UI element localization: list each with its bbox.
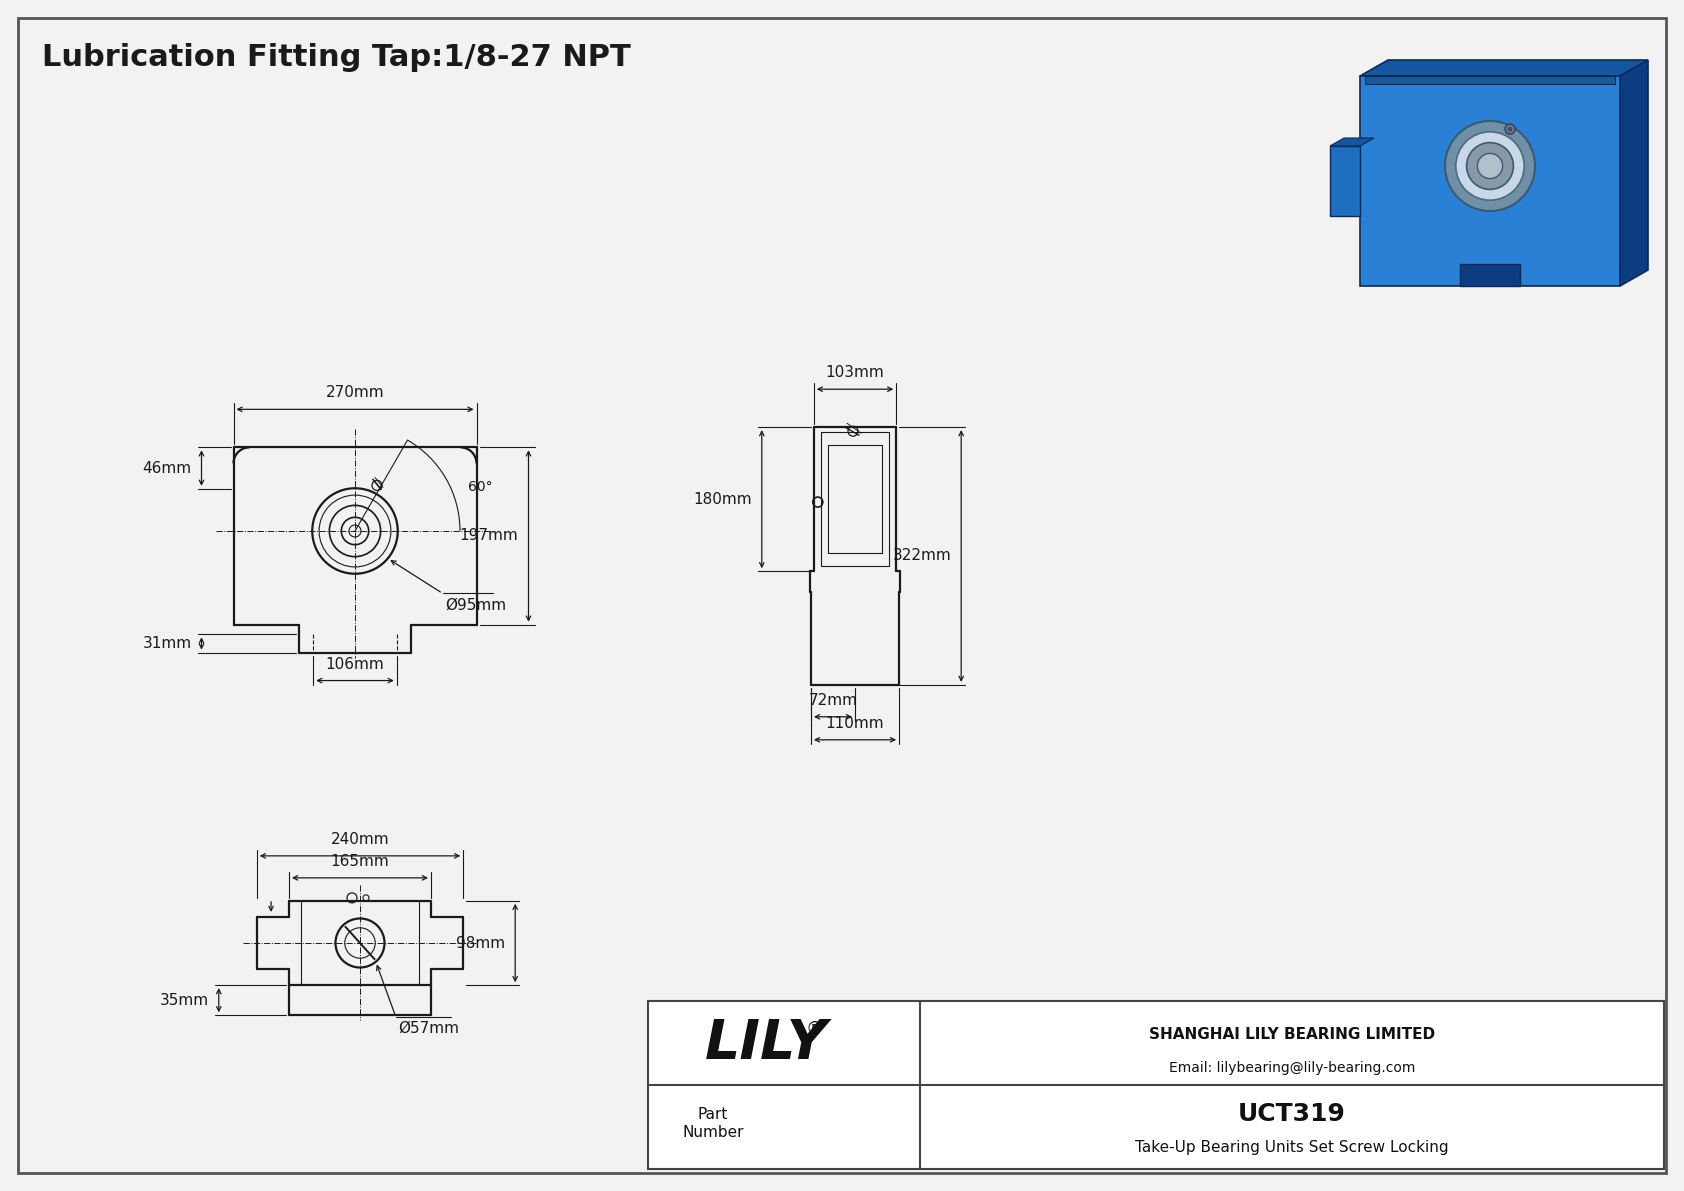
Text: Lubrication Fitting Tap:1/8-27 NPT: Lubrication Fitting Tap:1/8-27 NPT [42, 43, 632, 71]
Text: 98mm: 98mm [456, 935, 505, 950]
Text: 31mm: 31mm [143, 636, 192, 651]
Polygon shape [1361, 76, 1620, 286]
Circle shape [1507, 126, 1512, 131]
Text: 110mm: 110mm [825, 716, 884, 731]
Text: 270mm: 270mm [325, 386, 384, 400]
Circle shape [1455, 132, 1524, 200]
Text: 103mm: 103mm [825, 366, 884, 380]
Polygon shape [1620, 60, 1649, 286]
Text: LILY: LILY [704, 1017, 827, 1071]
Circle shape [1477, 154, 1502, 179]
Text: 165mm: 165mm [330, 854, 389, 869]
Text: 322mm: 322mm [893, 549, 951, 563]
Polygon shape [1366, 76, 1615, 85]
Text: UCT319: UCT319 [1238, 1102, 1346, 1125]
Text: Ø95mm: Ø95mm [445, 598, 505, 612]
Text: ®: ® [805, 1019, 823, 1037]
Text: 180mm: 180mm [694, 492, 751, 506]
Text: Email: lilybearing@lily-bearing.com: Email: lilybearing@lily-bearing.com [1169, 1061, 1415, 1075]
Text: Ø57mm: Ø57mm [397, 1021, 458, 1036]
Circle shape [1505, 124, 1516, 135]
Text: 240mm: 240mm [330, 831, 389, 847]
Text: 106mm: 106mm [325, 656, 384, 672]
Polygon shape [1460, 264, 1521, 286]
Text: 46mm: 46mm [143, 461, 192, 475]
Polygon shape [1330, 146, 1361, 216]
Text: Take-Up Bearing Units Set Screw Locking: Take-Up Bearing Units Set Screw Locking [1135, 1140, 1448, 1154]
Text: Part
Number: Part Number [682, 1108, 744, 1140]
Circle shape [1467, 143, 1514, 189]
Text: 35mm: 35mm [160, 992, 209, 1008]
Polygon shape [1330, 138, 1374, 146]
Circle shape [1445, 121, 1536, 211]
Text: 197mm: 197mm [460, 529, 519, 543]
Bar [648, 1000, 1664, 1170]
Text: 60°: 60° [468, 480, 493, 494]
Text: 72mm: 72mm [808, 693, 857, 707]
Text: SHANGHAI LILY BEARING LIMITED: SHANGHAI LILY BEARING LIMITED [1148, 1027, 1435, 1042]
Polygon shape [1361, 60, 1649, 76]
